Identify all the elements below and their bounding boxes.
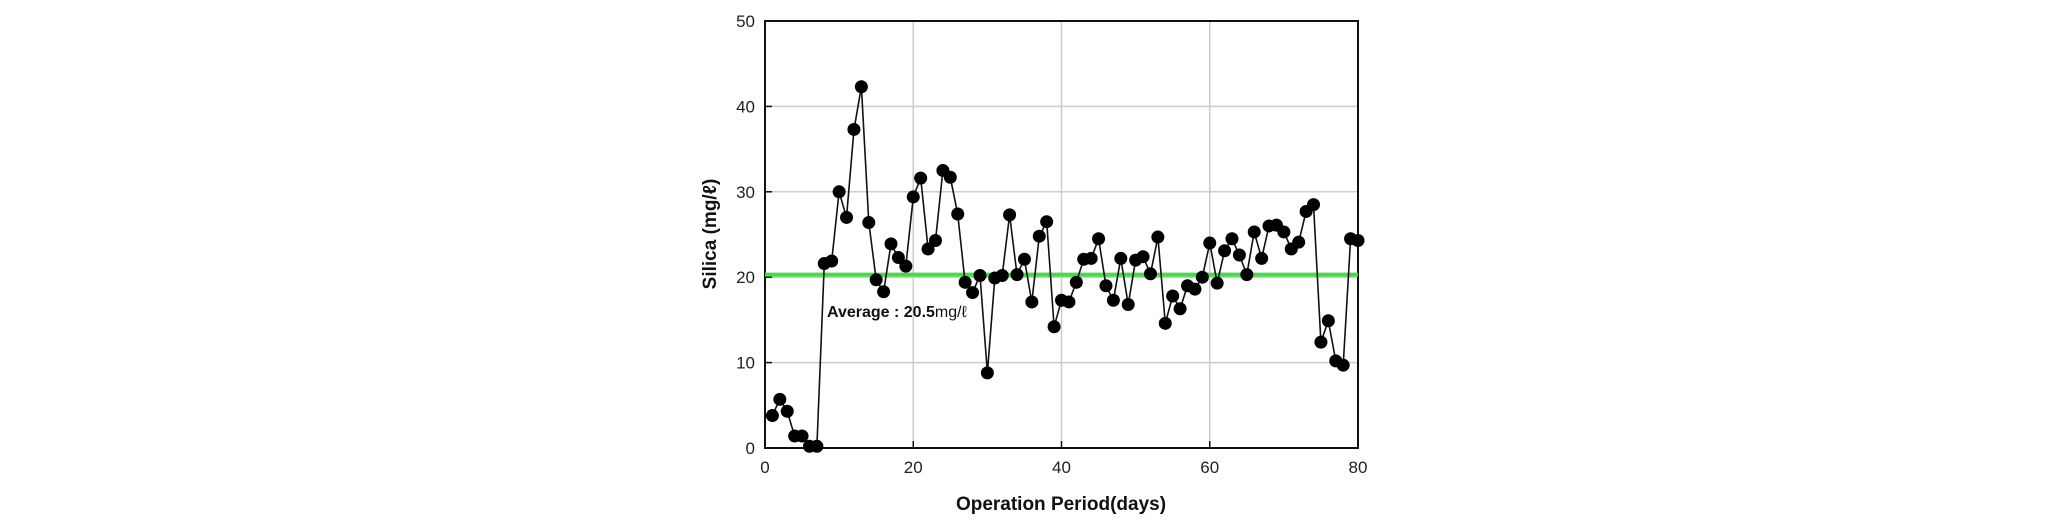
x-axis-title: Operation Period(days) bbox=[956, 494, 1166, 515]
data-point bbox=[1195, 270, 1209, 284]
y-tick-label: 20 bbox=[736, 268, 755, 287]
data-point bbox=[1017, 252, 1031, 266]
data-point bbox=[877, 285, 891, 299]
data-point bbox=[1084, 251, 1098, 265]
data-point bbox=[1047, 320, 1061, 334]
data-point bbox=[1114, 251, 1128, 265]
data-point bbox=[1092, 232, 1106, 246]
data-point bbox=[1069, 275, 1083, 289]
data-point bbox=[1166, 289, 1180, 303]
data-point bbox=[1247, 225, 1261, 239]
data-point bbox=[966, 286, 980, 300]
data-point bbox=[1106, 293, 1120, 307]
data-point bbox=[899, 259, 913, 273]
data-point bbox=[1143, 267, 1157, 281]
data-point bbox=[906, 190, 920, 204]
data-point bbox=[1277, 225, 1291, 239]
data-point bbox=[1136, 250, 1150, 264]
data-point bbox=[840, 210, 854, 224]
data-point bbox=[847, 122, 861, 136]
data-point bbox=[914, 171, 928, 185]
data-point bbox=[1010, 268, 1024, 282]
data-point bbox=[1158, 316, 1172, 330]
data-point bbox=[1040, 215, 1054, 229]
data-point bbox=[1203, 236, 1217, 250]
data-point bbox=[1314, 335, 1328, 349]
data-point bbox=[1032, 229, 1046, 243]
data-point bbox=[825, 254, 839, 268]
x-tick-label: 20 bbox=[904, 458, 923, 477]
data-point bbox=[1025, 295, 1039, 309]
data-point bbox=[1232, 248, 1246, 262]
data-point bbox=[1292, 235, 1306, 249]
series-silica bbox=[765, 80, 1365, 453]
data-point bbox=[1099, 279, 1113, 293]
y-axis-title: Silica (mg/ℓ) bbox=[700, 179, 721, 290]
data-point bbox=[854, 80, 868, 94]
grid bbox=[765, 21, 1358, 448]
data-point bbox=[891, 251, 905, 265]
x-tick-label: 40 bbox=[1052, 458, 1071, 477]
data-point bbox=[869, 273, 883, 287]
data-point bbox=[773, 392, 787, 406]
y-tick-label: 50 bbox=[736, 12, 755, 31]
x-tick-label: 60 bbox=[1200, 458, 1219, 477]
data-point bbox=[1240, 268, 1254, 282]
y-tick-label: 10 bbox=[736, 354, 755, 373]
data-point bbox=[973, 268, 987, 282]
data-point bbox=[1218, 244, 1232, 258]
data-point bbox=[995, 268, 1009, 282]
data-point bbox=[1307, 198, 1321, 212]
x-tick-label: 0 bbox=[760, 458, 769, 477]
data-point bbox=[780, 404, 794, 418]
data-point bbox=[928, 233, 942, 247]
y-tick-label: 30 bbox=[736, 183, 755, 202]
data-point bbox=[795, 429, 809, 443]
data-point bbox=[884, 237, 898, 251]
data-point bbox=[1321, 314, 1335, 328]
data-point bbox=[1151, 230, 1165, 244]
series-line bbox=[771, 86, 1359, 448]
average-annotation: Average : 20.5mg/ℓ bbox=[827, 304, 967, 321]
data-point bbox=[832, 185, 846, 199]
data-point bbox=[1255, 251, 1269, 265]
data-point bbox=[951, 207, 965, 221]
x-tick-label: 80 bbox=[1349, 458, 1368, 477]
data-point bbox=[980, 366, 994, 380]
data-point bbox=[765, 409, 779, 423]
data-point bbox=[1351, 233, 1365, 247]
data-point bbox=[1121, 298, 1135, 312]
data-point bbox=[1225, 232, 1239, 246]
y-tick-label: 40 bbox=[736, 97, 755, 116]
data-point bbox=[1173, 302, 1187, 316]
axis-ticks: 0 20 40 60 80 0 10 20 30 40 50 bbox=[736, 12, 1367, 477]
data-point bbox=[1188, 282, 1202, 296]
data-point bbox=[958, 275, 972, 289]
data-point bbox=[810, 439, 824, 453]
data-point bbox=[862, 216, 876, 230]
data-point bbox=[1336, 358, 1350, 372]
data-point bbox=[1003, 208, 1017, 222]
y-tick-label: 0 bbox=[746, 439, 755, 458]
data-point bbox=[921, 242, 935, 256]
data-point bbox=[1062, 295, 1076, 309]
data-point bbox=[943, 170, 957, 184]
data-point bbox=[1210, 276, 1224, 290]
